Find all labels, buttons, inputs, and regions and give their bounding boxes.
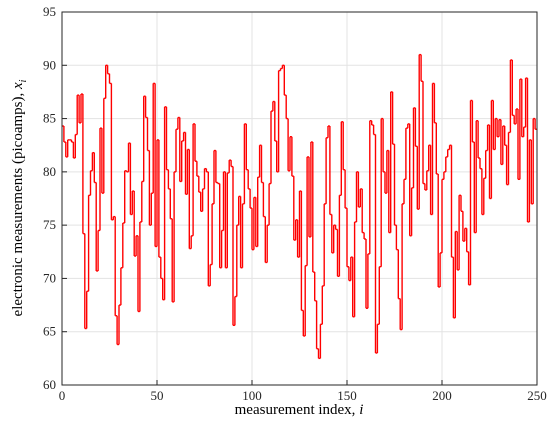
x-tick-label: 250	[527, 388, 547, 403]
x-axis-label: measurement index, i	[235, 402, 364, 418]
x-tick-label: 150	[337, 388, 357, 403]
y-axis-label: electronic measurements (picoamps), xi	[10, 79, 29, 316]
y-tick-label: 75	[43, 217, 56, 232]
y-tick-label: 85	[43, 111, 56, 126]
x-tick-label: 100	[242, 388, 262, 403]
x-tick-label: 50	[151, 388, 164, 403]
y-tick-label: 70	[43, 270, 56, 285]
x-tick-label: 200	[432, 388, 452, 403]
y-label-var: x	[10, 82, 26, 90]
y-label-text: electronic measurements (picoamps),	[10, 93, 26, 317]
y-tick-label: 90	[43, 57, 56, 72]
step-riser	[63, 54, 536, 359]
y-tick-label: 60	[43, 377, 56, 392]
plot-frame	[61, 11, 538, 386]
x-tick-label: 0	[59, 388, 66, 403]
y-tick-label: 80	[43, 164, 56, 179]
y-tick-label: 65	[43, 324, 56, 339]
x-label-var: i	[359, 402, 363, 418]
x-label-text: measurement index,	[235, 402, 356, 418]
y-label-sub: i	[18, 79, 29, 82]
y-tick-label: 95	[43, 4, 56, 19]
